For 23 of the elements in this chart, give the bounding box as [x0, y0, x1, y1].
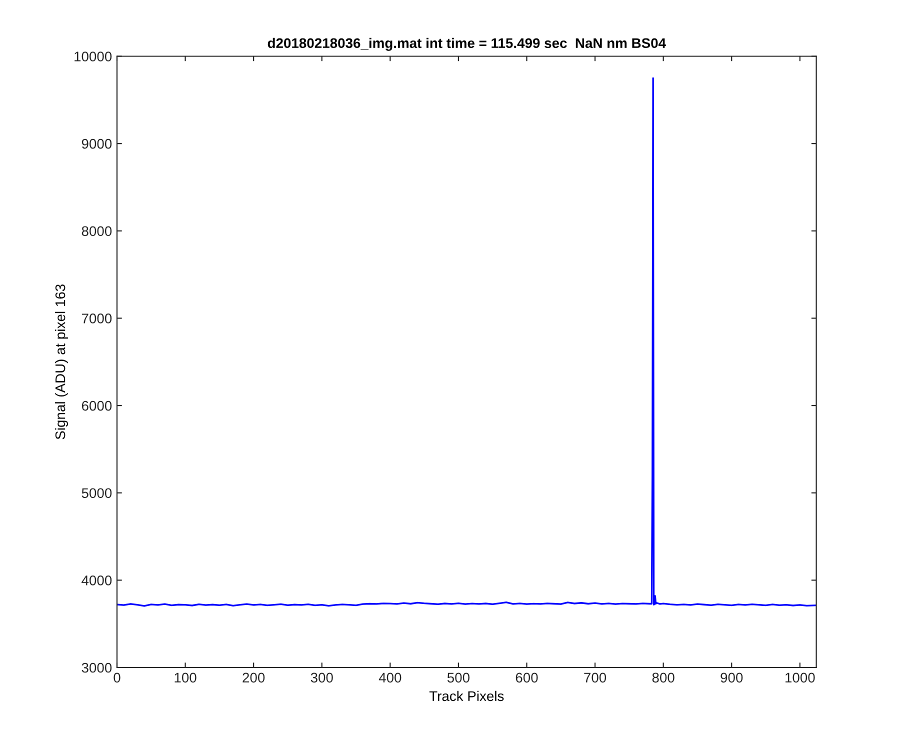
y-tick-label: 8000 — [82, 226, 112, 236]
x-axis-title: Track Pixels — [429, 690, 504, 702]
y-axis-title: Signal (ADU) at pixel 163 — [55, 284, 68, 440]
chart-title: d20180218036_img.mat int time = 115.499 sec NaN nm BS04 — [268, 38, 666, 51]
line-series — [117, 77, 816, 607]
x-tick-label: 200 — [242, 672, 265, 683]
y-tick-label: 10000 — [74, 52, 112, 62]
y-tick-label: 4000 — [82, 576, 112, 586]
y-tick-label: 3000 — [82, 662, 112, 673]
x-tick-label: 700 — [584, 672, 606, 683]
x-tick-label: 800 — [652, 672, 674, 683]
x-tick-label: 300 — [310, 672, 333, 683]
y-tick-label: 6000 — [82, 400, 112, 411]
x-tick-label: 0 — [114, 672, 120, 683]
x-tick-label: 900 — [720, 672, 743, 683]
y-tick-label: 9000 — [82, 138, 112, 149]
x-tick-label: 100 — [174, 672, 196, 683]
y-tick-label: 5000 — [82, 488, 112, 498]
x-tick-label: 400 — [378, 672, 402, 683]
x-tick-label: 600 — [516, 672, 538, 683]
x-tick-label: 500 — [447, 672, 470, 683]
y-tick-label: 7000 — [82, 314, 112, 324]
x-tick-label: 1000 — [786, 672, 815, 683]
